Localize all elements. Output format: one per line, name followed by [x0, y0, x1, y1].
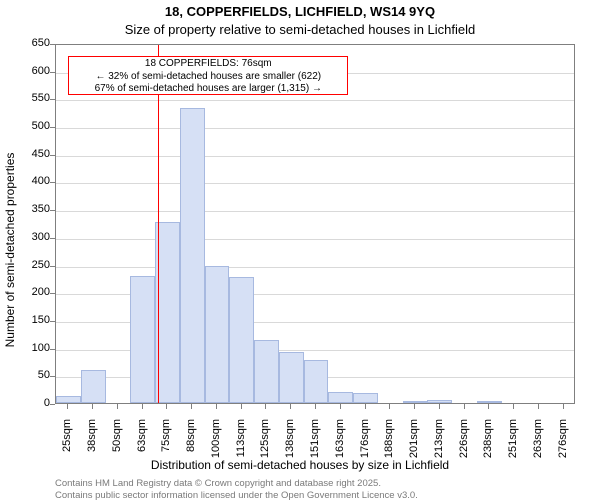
y-tick-label: 400	[20, 175, 50, 187]
x-tick-mark	[563, 404, 564, 409]
y-tick-label: 600	[20, 65, 50, 77]
x-tick-mark	[439, 404, 440, 409]
gridline	[56, 128, 574, 129]
plot-area: 18 COPPERFIELDS: 76sqm← 32% of semi-deta…	[55, 44, 575, 404]
histogram-bar	[180, 108, 205, 403]
y-tick-label: 550	[20, 92, 50, 104]
x-tick-mark	[142, 404, 143, 409]
x-tick-mark	[365, 404, 366, 409]
histogram-bar	[205, 266, 230, 403]
x-tick-mark	[92, 404, 93, 409]
x-tick-mark	[488, 404, 489, 409]
y-tick-label: 150	[20, 314, 50, 326]
gridline	[56, 183, 574, 184]
y-tick-mark	[50, 210, 55, 211]
x-tick-mark	[464, 404, 465, 409]
y-tick-label: 100	[20, 342, 50, 354]
y-tick-mark	[50, 321, 55, 322]
footer-line2: Contains public sector information licen…	[55, 490, 418, 501]
annotation-line: 67% of semi-detached houses are larger (…	[71, 83, 345, 96]
chart-title-line1: 18, COPPERFIELDS, LICHFIELD, WS14 9YQ	[0, 4, 600, 19]
gridline	[56, 156, 574, 157]
histogram-bar	[56, 396, 81, 403]
histogram-bar	[353, 393, 378, 403]
y-tick-mark	[50, 404, 55, 405]
y-tick-mark	[50, 238, 55, 239]
chart-container: 18, COPPERFIELDS, LICHFIELD, WS14 9YQ Si…	[0, 0, 600, 500]
x-tick-mark	[67, 404, 68, 409]
x-tick-mark	[389, 404, 390, 409]
y-tick-label: 200	[20, 286, 50, 298]
y-tick-mark	[50, 155, 55, 156]
x-axis-label: Distribution of semi-detached houses by …	[0, 458, 600, 472]
gridline	[56, 211, 574, 212]
x-tick-mark	[414, 404, 415, 409]
y-tick-mark	[50, 182, 55, 183]
y-tick-label: 50	[20, 369, 50, 381]
y-axis-label: Number of semi-detached properties	[3, 153, 17, 348]
y-tick-label: 250	[20, 259, 50, 271]
histogram-bar	[155, 222, 180, 403]
x-tick-mark	[538, 404, 539, 409]
histogram-bar	[279, 352, 304, 403]
y-tick-mark	[50, 266, 55, 267]
annotation-box: 18 COPPERFIELDS: 76sqm← 32% of semi-deta…	[68, 56, 348, 95]
gridline	[56, 239, 574, 240]
y-tick-label: 650	[20, 37, 50, 49]
x-tick-mark	[340, 404, 341, 409]
marker-line	[158, 45, 159, 403]
histogram-bar	[427, 400, 452, 403]
histogram-bar	[328, 392, 353, 403]
chart-title-line2: Size of property relative to semi-detach…	[0, 22, 600, 37]
histogram-bar	[254, 340, 279, 403]
gridline	[56, 100, 574, 101]
x-tick-mark	[513, 404, 514, 409]
footer-line1: Contains HM Land Registry data © Crown c…	[55, 478, 381, 489]
y-tick-mark	[50, 376, 55, 377]
y-tick-mark	[50, 72, 55, 73]
y-tick-mark	[50, 127, 55, 128]
histogram-bar	[477, 401, 502, 403]
x-tick-mark	[216, 404, 217, 409]
x-tick-mark	[191, 404, 192, 409]
x-tick-mark	[117, 404, 118, 409]
y-tick-label: 500	[20, 120, 50, 132]
y-tick-mark	[50, 44, 55, 45]
y-tick-label: 450	[20, 148, 50, 160]
histogram-bar	[304, 360, 329, 403]
annotation-line: 18 COPPERFIELDS: 76sqm	[71, 58, 345, 71]
y-tick-mark	[50, 293, 55, 294]
y-tick-label: 0	[20, 397, 50, 409]
histogram-bar	[403, 401, 428, 403]
y-tick-label: 350	[20, 203, 50, 215]
y-tick-mark	[50, 349, 55, 350]
annotation-line: ← 32% of semi-detached houses are smalle…	[71, 71, 345, 84]
histogram-bar	[81, 370, 106, 403]
x-tick-mark	[166, 404, 167, 409]
x-tick-mark	[241, 404, 242, 409]
gridline	[56, 267, 574, 268]
x-tick-mark	[290, 404, 291, 409]
x-tick-mark	[265, 404, 266, 409]
y-tick-mark	[50, 99, 55, 100]
histogram-bar	[229, 277, 254, 403]
histogram-bar	[130, 276, 155, 403]
y-tick-label: 300	[20, 231, 50, 243]
x-tick-mark	[315, 404, 316, 409]
